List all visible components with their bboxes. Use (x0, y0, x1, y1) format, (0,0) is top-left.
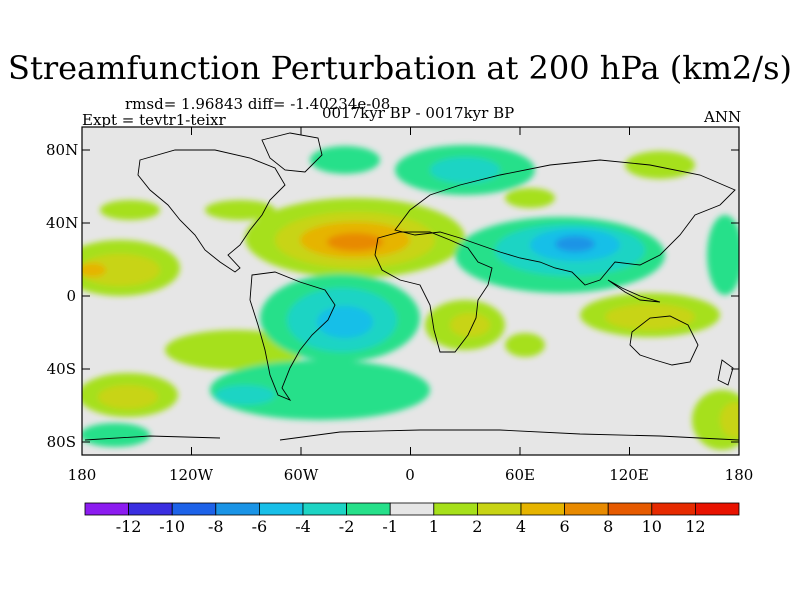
lat-label-80s: 80S (46, 433, 76, 451)
lon-label-0: 0 (405, 466, 415, 484)
colorbar-swatch (651, 502, 696, 516)
colorbar-label: 4 (515, 517, 527, 536)
colorbar-label: -4 (295, 517, 311, 536)
lon-label-120w: 120W (168, 466, 214, 484)
colorbar-label: 2 (472, 517, 483, 536)
colorbar-label: -6 (251, 517, 268, 536)
colorbar-label: 10 (641, 517, 662, 536)
period-text: 0017kyr BP - 0017kyr BP (322, 104, 515, 122)
lon-label-60w: 60W (283, 466, 319, 484)
lat-label-40s: 40S (46, 360, 76, 378)
lon-label-60e: 60E (504, 466, 536, 484)
lon-label-180w: 180 (67, 466, 97, 484)
colorbar-swatch (302, 502, 347, 516)
coastlines (84, 132, 739, 441)
colorbar-swatch (84, 502, 129, 516)
colorbar-swatch (258, 502, 304, 516)
colorbar-swatch (433, 502, 478, 516)
plot-title: Streamfunction Perturbation at 200 hPa (… (8, 49, 792, 87)
colorbar-swatch (128, 502, 173, 516)
colorbar-label: 8 (603, 517, 614, 536)
colorbar-swatch (171, 502, 217, 516)
lon-label-120e: 120E (609, 466, 649, 484)
experiment-text: Expt = tevtr1-teixr (82, 111, 226, 129)
season-text: ANN (704, 108, 742, 126)
colorbar-swatch (389, 502, 435, 516)
colorbar-label: 12 (685, 517, 706, 536)
colorbar-label: -8 (208, 517, 224, 536)
colorbar (84, 502, 740, 516)
colorbar-swatch (215, 502, 260, 516)
colorbar-swatch (346, 502, 391, 516)
lon-label-180e: 180 (724, 466, 754, 484)
axis-ticks (81, 127, 740, 455)
field-layer (82, 127, 739, 455)
colorbar-label: 6 (559, 517, 570, 536)
colorbar-swatch (607, 502, 653, 516)
colorbar-swatch (695, 502, 740, 516)
colorbar-swatch (564, 502, 609, 516)
colorbar-swatch (476, 502, 522, 516)
colorbar-label: -10 (159, 517, 186, 536)
lat-label-40n: 40N (46, 214, 79, 232)
stats-text: rmsd= 1.96843 diff= -1.40234e-08 (125, 95, 391, 113)
colorbar-label: -2 (338, 517, 355, 536)
lat-label-0: 0 (66, 287, 76, 305)
colorbar-label: -1 (382, 517, 398, 536)
colorbar-label: 1 (428, 517, 439, 536)
colorbar-label: -12 (115, 517, 142, 536)
lat-label-80n: 80N (46, 141, 79, 159)
colorbar-swatch (520, 502, 565, 516)
